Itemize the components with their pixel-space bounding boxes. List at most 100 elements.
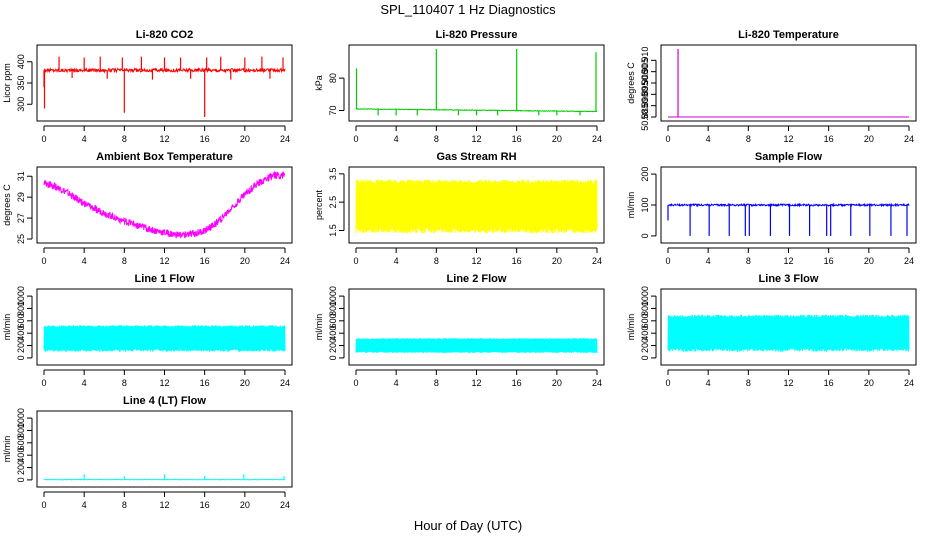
y-tick-label: 0 [640, 355, 650, 360]
x-tick-label: 4 [706, 134, 711, 144]
panel-4: Ambient Box Temperature degrees C 0 4 8 12 16 2… [2, 151, 293, 266]
y-axis-label: ml/min [2, 436, 12, 463]
y-tick-label: 400 [328, 326, 338, 341]
x-tick-label: 16 [512, 256, 522, 266]
x-tick-label: 16 [824, 378, 834, 388]
x-tick-label: 4 [82, 256, 87, 266]
plot-frame [348, 44, 605, 122]
panel-7: Line 1 Flow ml/min 0 4 8 12 16 20 24 0 20040060080… [2, 273, 293, 388]
x-tick-label: 12 [159, 378, 169, 388]
x-tick-label: 4 [82, 134, 87, 144]
x-tick-label: 0 [665, 378, 670, 388]
plot-frame [348, 166, 605, 244]
x-tick-label: 0 [353, 378, 358, 388]
x-tick-label: 8 [434, 134, 439, 144]
y-tick-label: 0 [328, 355, 338, 360]
x-tick-label: 20 [864, 378, 874, 388]
y-tick-label: 400 [16, 54, 26, 69]
x-tick-label: 24 [592, 256, 602, 266]
panel-title: Li-820 CO2 [136, 29, 193, 41]
x-tick-label: 24 [592, 378, 602, 388]
x-tick-label: 0 [665, 134, 670, 144]
x-tick-label: 20 [552, 134, 562, 144]
x-tick-label: 16 [824, 134, 834, 144]
x-tick-label: 8 [746, 256, 751, 266]
y-tick-label: 0 [16, 477, 26, 482]
y-tick-label: 80 [328, 73, 338, 83]
y-tick-label: 200 [640, 338, 650, 353]
x-tick-label: 4 [394, 134, 399, 144]
panel-9: Line 3 Flow ml/min 0 4 8 12 16 20 24 0 20040060080… [626, 273, 917, 388]
x-tick-label: 0 [665, 256, 670, 266]
panel-title: Li-820 Pressure [436, 29, 518, 41]
x-tick-label: 16 [200, 256, 210, 266]
y-tick-label: 3.5 [328, 168, 338, 181]
x-tick-label: 4 [82, 378, 87, 388]
x-tick-label: 24 [904, 134, 914, 144]
y-tick-label: 200 [16, 460, 26, 475]
plot-frame [660, 288, 917, 366]
y-tick-label: 800 [16, 301, 26, 316]
x-tick-label: 0 [41, 256, 46, 266]
x-tick-label: 20 [240, 134, 250, 144]
y-axis-label: degrees C [626, 62, 636, 104]
series-line [667, 314, 910, 352]
y-tick-label: 100 [640, 197, 650, 212]
figure-title: SPL_110407 1 Hz Diagnostics [380, 2, 556, 17]
y-tick-label: 1000 [640, 286, 650, 306]
y-tick-label: 400 [16, 448, 26, 463]
x-tick-label: 12 [159, 256, 169, 266]
x-tick-label: 4 [706, 256, 711, 266]
series-line [43, 325, 286, 352]
y-tick-label: 800 [640, 301, 650, 316]
y-axis-label: ml/min [314, 314, 324, 341]
y-axis-label: kPa [314, 75, 324, 91]
y-tick-label: 400 [16, 326, 26, 341]
series-line [43, 170, 286, 240]
y-tick-label: 1000 [328, 286, 338, 306]
x-tick-label: 20 [864, 134, 874, 144]
panel-title: Line 2 Flow [447, 273, 507, 285]
y-tick-label: 1.5 [328, 224, 338, 237]
y-tick-label: 600 [328, 313, 338, 328]
x-tick-label: 12 [159, 134, 169, 144]
x-tick-label: 12 [159, 500, 169, 510]
x-tick-label: 24 [280, 500, 290, 510]
x-tick-label: 20 [240, 256, 250, 266]
panel-10: Line 4 (LT) Flow ml/min 0 4 8 12 16 20 24 0 200400… [2, 395, 293, 510]
panel-title: Gas Stream RH [436, 151, 516, 163]
x-tick-label: 20 [552, 378, 562, 388]
y-tick-label: 1000 [16, 408, 26, 428]
panel-title: Li-820 Temperature [738, 29, 839, 41]
plot-frame [660, 44, 917, 122]
y-tick-label: 1000 [16, 286, 26, 306]
y-tick-label: 200 [328, 338, 338, 353]
x-tick-label: 8 [122, 134, 127, 144]
y-tick-label: 800 [328, 301, 338, 316]
x-tick-label: 24 [904, 256, 914, 266]
x-tick-label: 12 [783, 134, 793, 144]
x-tick-label: 20 [240, 378, 250, 388]
x-tick-label: 12 [783, 256, 793, 266]
x-tick-label: 24 [592, 134, 602, 144]
x-tick-label: 8 [746, 134, 751, 144]
y-tick-label: 200 [640, 167, 650, 182]
panel-5: Gas Stream RH percent 0 4 8 12 16 20 24 1.5 2.5 3.5 [314, 151, 605, 266]
y-tick-label: 50.905 [640, 58, 650, 86]
y-tick-label: 350 [16, 75, 26, 90]
panel-8: Line 2 Flow ml/min 0 4 8 12 16 20 24 0 20040060080… [314, 273, 605, 388]
y-tick-label: 50.895 [640, 81, 650, 109]
x-tick-label: 16 [200, 500, 210, 510]
x-tick-label: 8 [122, 500, 127, 510]
y-tick-label: 600 [16, 435, 26, 450]
x-tick-label: 12 [783, 378, 793, 388]
x-tick-label: 0 [353, 256, 358, 266]
x-tick-label: 0 [41, 134, 46, 144]
y-tick-label: 50.885 [640, 103, 650, 131]
panel-3: Li-820 Temperature degrees C 0 4 8 12 16 20 24 50… [626, 29, 917, 144]
panel-title: Line 4 (LT) Flow [123, 395, 206, 407]
plot-frame [36, 410, 293, 488]
plot-frame [348, 288, 605, 366]
x-tick-label: 12 [471, 134, 481, 144]
x-tick-label: 24 [280, 134, 290, 144]
